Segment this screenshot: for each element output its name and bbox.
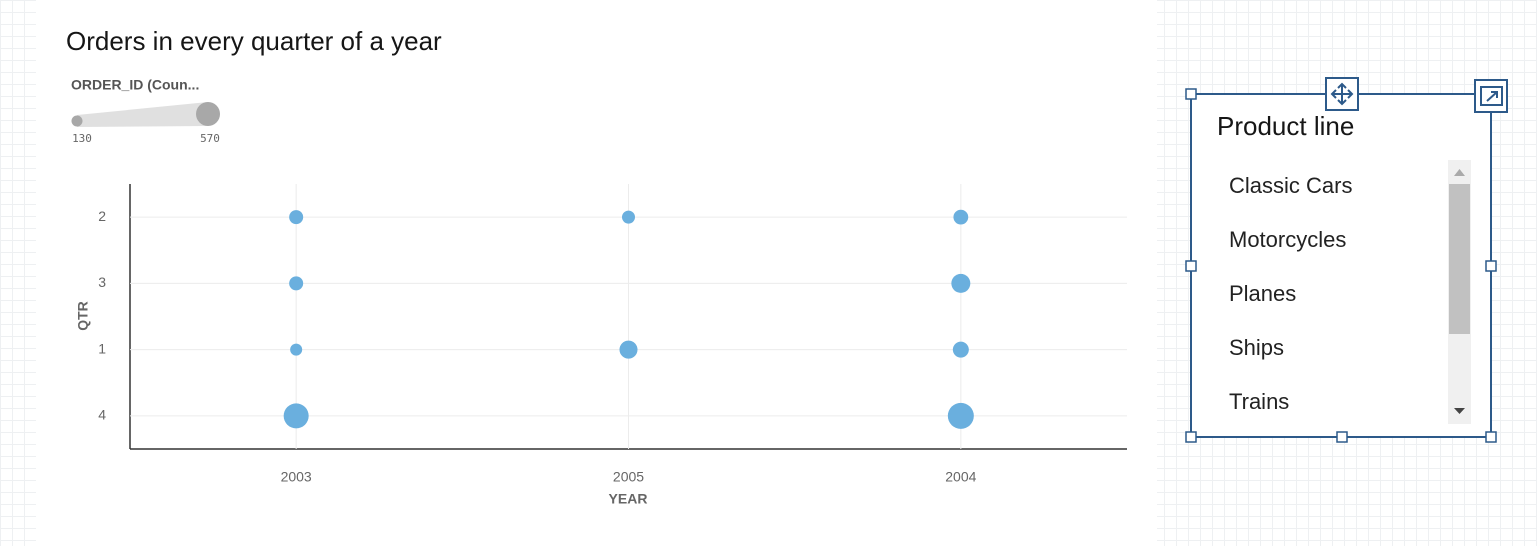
bubble	[290, 343, 303, 356]
x-tick-label: 2003	[281, 469, 312, 485]
y-tick-label: 3	[98, 274, 106, 290]
resize-handles[interactable]	[1185, 88, 1497, 443]
filter-item[interactable]: Trains	[1229, 389, 1289, 414]
size-legend-wedge	[77, 102, 208, 127]
scroll-up[interactable]	[1454, 169, 1465, 176]
y-tick-label: 2	[98, 208, 106, 224]
size-legend-title: ORDER_ID (Coun...	[71, 77, 199, 93]
size-legend-max-label: 570	[200, 132, 220, 145]
filter-item[interactable]: Classic Cars	[1229, 173, 1352, 198]
chart-title: Orders in every quarter of a year	[66, 26, 442, 56]
expand-icon	[1480, 86, 1503, 106]
bubble	[952, 341, 969, 358]
filter-item[interactable]: Planes	[1229, 281, 1296, 306]
x-tick-label: 2004	[945, 469, 976, 485]
filter-item[interactable]: Ships	[1229, 335, 1284, 360]
x-axis-label: YEAR	[609, 491, 648, 507]
chart-card	[36, 0, 1157, 546]
move-icon	[1330, 82, 1354, 106]
bubble	[622, 210, 635, 224]
bubble	[947, 402, 974, 429]
expand-arrow	[1486, 91, 1498, 102]
widget-frame	[1190, 93, 1492, 438]
bubble	[289, 276, 304, 291]
size-legend-min	[71, 115, 83, 127]
bubble	[289, 210, 304, 225]
bubble	[283, 403, 309, 429]
filter-title: Product line	[1217, 111, 1354, 141]
y-axis-label: QTR	[75, 301, 91, 331]
bubble	[951, 273, 971, 293]
scrollbar-thumb[interactable]	[1449, 184, 1470, 334]
y-tick-label: 1	[98, 340, 106, 356]
x-tick-label: 2005	[613, 469, 644, 485]
scroll-down[interactable]	[1454, 408, 1465, 414]
size-legend-min-label: 130	[72, 132, 92, 145]
filter-widget[interactable]: Product line Classic Cars Motorcycles Plan…	[1185, 77, 1508, 443]
bubble	[619, 340, 638, 359]
bubble	[953, 209, 969, 225]
size-legend-max	[196, 102, 220, 126]
y-tick-label: 4	[98, 407, 106, 423]
filter-item[interactable]: Motorcycles	[1229, 227, 1346, 252]
